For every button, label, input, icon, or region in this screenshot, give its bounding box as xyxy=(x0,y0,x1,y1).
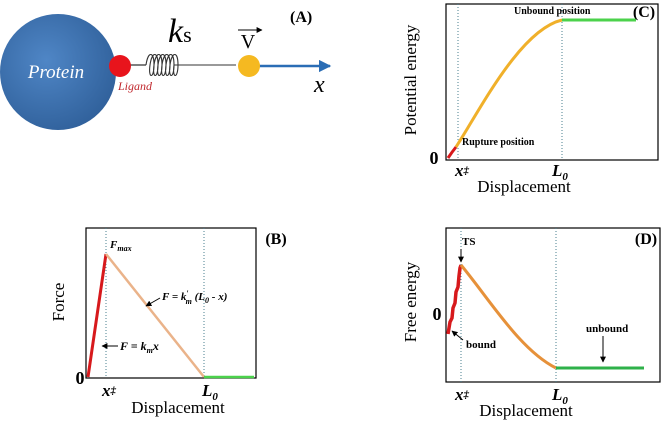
sub: max xyxy=(117,244,131,253)
part: 0 xyxy=(205,296,209,305)
origin-label: 0 xyxy=(430,148,439,168)
pointer xyxy=(145,297,161,307)
panel-a: Protein Ligand ks V x (A) xyxy=(0,9,332,130)
curve xyxy=(454,18,563,148)
part: F = k xyxy=(161,291,187,303)
annotation: Unbound position xyxy=(514,6,591,17)
frame xyxy=(445,3,659,161)
annotation: TS xyxy=(462,236,475,248)
curve xyxy=(446,264,463,335)
x: x xyxy=(454,161,464,180)
fmax: Fmax xyxy=(109,239,132,253)
protein xyxy=(0,14,116,130)
bead xyxy=(238,55,260,77)
part: x xyxy=(152,339,159,353)
part: ′ xyxy=(186,289,188,298)
part: F = k xyxy=(119,339,147,353)
panel-b: Fmax F = k′ m (L0 - x) F = kmx (B) Force … xyxy=(49,227,287,417)
velocity: V xyxy=(241,31,256,53)
curve xyxy=(459,264,557,370)
tick-label: L0 xyxy=(201,381,218,403)
panel-tag: (A) xyxy=(290,9,312,26)
l: L xyxy=(201,381,212,400)
y-axis-label: Free energy xyxy=(401,261,420,342)
l: L xyxy=(551,161,562,180)
pointer xyxy=(451,330,464,341)
sup: ‡ xyxy=(110,385,117,397)
sup: ‡ xyxy=(463,165,470,177)
formula: F = k′ m (L0 - x) xyxy=(161,289,227,306)
y-axis-label: Force xyxy=(49,283,68,322)
rise xyxy=(86,253,108,378)
panel-tag: (D) xyxy=(635,231,657,248)
x: x xyxy=(454,385,464,404)
f: F xyxy=(109,239,118,251)
x-axis-label: Displacement xyxy=(479,401,573,420)
origin-label: 0 xyxy=(76,368,85,388)
panel-tag: (C) xyxy=(633,4,655,21)
tick-label: L0 xyxy=(551,161,568,183)
tick-label: x‡ xyxy=(454,385,470,404)
origin-label: 0 xyxy=(433,304,442,324)
tick-label: x‡ xyxy=(454,161,470,180)
x-axis-label: Displacement xyxy=(131,398,225,417)
panel-c: Unbound position Rupture position (C) Po… xyxy=(401,3,659,196)
annotation: bound xyxy=(466,339,496,351)
ligand xyxy=(109,55,131,77)
sup: ‡ xyxy=(463,389,470,401)
part: - x) xyxy=(209,291,227,303)
frame xyxy=(85,227,257,379)
protein-label: Protein xyxy=(27,62,84,83)
tick-label: L0 xyxy=(551,385,568,407)
annotation: Rupture position xyxy=(462,137,535,148)
part: (L xyxy=(192,291,205,303)
annotation: unbound xyxy=(586,323,628,335)
spring xyxy=(145,53,236,77)
x: x xyxy=(101,381,111,400)
panel-d: TS bound unbound (D) Free energy 0 x‡ L0… xyxy=(401,227,661,420)
part: m xyxy=(186,297,192,306)
sub: 0 xyxy=(562,171,568,183)
x-axis-label: Displacement xyxy=(477,177,571,196)
l: L xyxy=(551,385,562,404)
k-sub: s xyxy=(183,22,192,47)
k: k xyxy=(168,13,184,50)
panel-tag: (B) xyxy=(265,231,286,248)
ligand-label: Ligand xyxy=(117,79,153,93)
spring-constant: ks xyxy=(168,13,192,50)
x-axis-label: x xyxy=(313,72,325,98)
formula: F = kmx xyxy=(119,339,159,355)
sub: 0 xyxy=(212,391,218,403)
decline xyxy=(105,253,205,378)
y-axis-label: Potential energy xyxy=(401,24,420,135)
part: m xyxy=(147,346,153,355)
tick-label: x‡ xyxy=(101,381,117,400)
sub: 0 xyxy=(562,395,568,407)
curve xyxy=(446,146,458,159)
frame xyxy=(445,227,661,383)
